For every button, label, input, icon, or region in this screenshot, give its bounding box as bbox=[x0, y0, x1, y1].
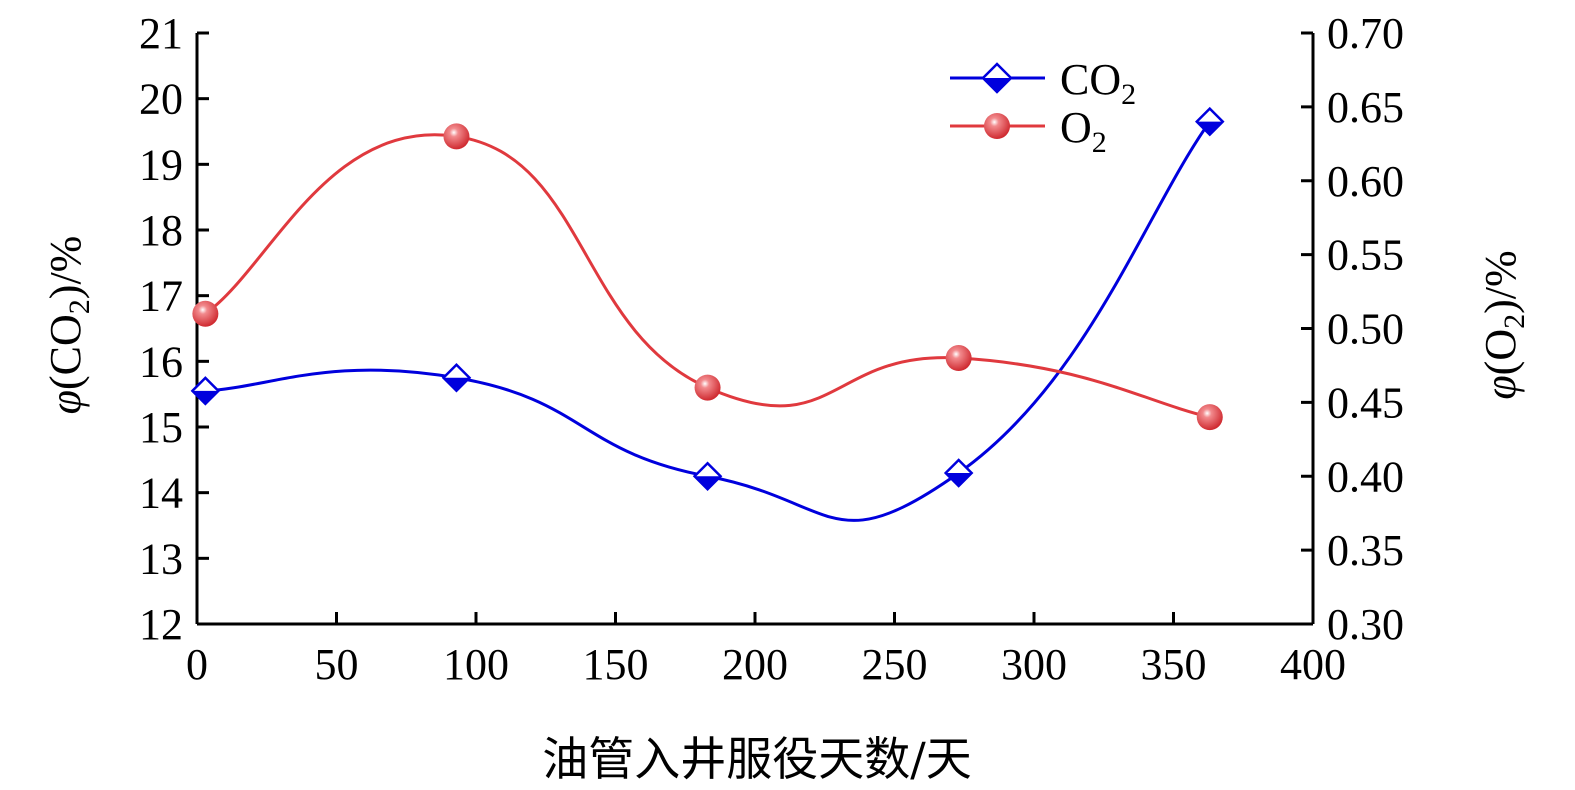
series-markers bbox=[190, 106, 1225, 492]
right-y-tick-label: 0.35 bbox=[1327, 526, 1404, 575]
x-axis-title: 油管入井服役天数/天 bbox=[542, 732, 972, 786]
data-point-o2 bbox=[1196, 404, 1223, 431]
x-tick-label: 100 bbox=[443, 640, 509, 689]
left-y-tick-label: 15 bbox=[139, 403, 183, 452]
data-point-o2 bbox=[192, 300, 219, 327]
right-y-tick-label: 0.60 bbox=[1327, 157, 1404, 206]
diamond-fill bbox=[1196, 121, 1223, 135]
x-tick-label: 350 bbox=[1141, 640, 1207, 689]
x-tick-label: 300 bbox=[1001, 640, 1067, 689]
legend-o2-label: O2 bbox=[1060, 103, 1107, 159]
series-line-o2 bbox=[204, 133, 1211, 419]
data-point-co2 bbox=[692, 461, 723, 492]
left-y-tick-label: 18 bbox=[139, 206, 183, 255]
right-y-tick-label: 0.50 bbox=[1327, 305, 1404, 354]
x-tick-label: 150 bbox=[583, 640, 649, 689]
series-lines bbox=[204, 120, 1211, 522]
x-tick-label: 200 bbox=[722, 640, 788, 689]
right-y-tick-label: 0.65 bbox=[1327, 83, 1404, 132]
data-point-co2 bbox=[190, 376, 221, 406]
left-y-axis-title: φ(CO2)/% bbox=[41, 236, 96, 415]
right-y-tick-label: 0.30 bbox=[1327, 600, 1404, 649]
left-y-tick-label: 21 bbox=[139, 9, 183, 58]
left-y-tick-label: 14 bbox=[139, 469, 183, 518]
left-y-tick-label: 13 bbox=[139, 534, 183, 583]
legend: CO2 O2 bbox=[950, 55, 1136, 159]
data-point-o2 bbox=[443, 123, 470, 150]
legend-co2-label: CO2 bbox=[1060, 55, 1136, 111]
diamond-fill bbox=[192, 390, 219, 404]
left-y-tick-label: 12 bbox=[139, 600, 183, 649]
data-point-co2 bbox=[441, 362, 472, 393]
left-y-tick-label: 20 bbox=[139, 75, 183, 124]
legend-o2-marker bbox=[984, 113, 1010, 139]
x-tick-label: 400 bbox=[1280, 640, 1346, 689]
x-tick-label: 50 bbox=[315, 640, 359, 689]
legend-item-co2: CO2 bbox=[950, 55, 1136, 111]
data-point-co2 bbox=[1195, 106, 1225, 137]
legend-item-o2: O2 bbox=[950, 103, 1107, 159]
plot-frame bbox=[195, 33, 1315, 626]
left-y-tick-label: 17 bbox=[139, 272, 183, 321]
diamond-fill bbox=[945, 472, 972, 486]
legend-co2-marker bbox=[981, 62, 1013, 94]
data-point-o2 bbox=[945, 345, 972, 372]
diamond-fill bbox=[443, 377, 470, 391]
right-y-axis-title: φ(O2)/% bbox=[1476, 250, 1531, 399]
right-y-tick-label: 0.70 bbox=[1327, 9, 1404, 58]
x-tick-label: 0 bbox=[186, 640, 208, 689]
series-line-co2 bbox=[205, 120, 1211, 522]
right-y-tick-label: 0.45 bbox=[1327, 378, 1404, 427]
right-y-axis-ticks: 0.30 0.35 0.40 0.45 0.50 0.55 0.60 0.65 0.70 bbox=[1301, 9, 1404, 649]
diamond-fill bbox=[694, 476, 721, 490]
left-y-tick-label: 16 bbox=[139, 337, 183, 386]
data-point-co2 bbox=[943, 458, 974, 488]
data-point-o2 bbox=[694, 374, 721, 401]
right-y-tick-label: 0.40 bbox=[1327, 452, 1404, 501]
right-y-tick-label: 0.55 bbox=[1327, 231, 1404, 280]
x-axis-ticks: 0 50 100 150 200 250 300 350 400 bbox=[186, 612, 1346, 689]
left-y-axis-ticks: 12 13 14 15 16 17 18 19 20 21 bbox=[139, 9, 209, 649]
x-tick-label: 250 bbox=[862, 640, 928, 689]
left-y-tick-label: 19 bbox=[139, 140, 183, 189]
